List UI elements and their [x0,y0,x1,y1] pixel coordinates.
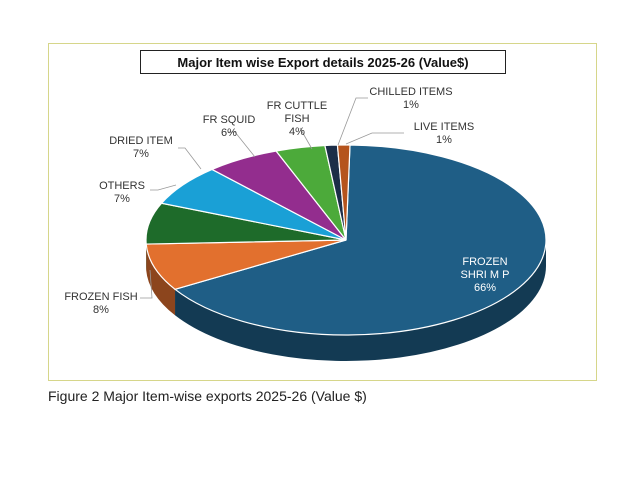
label-frozen-fish: FROZEN FISH 8% [60,291,142,317]
label-frozen-shrimp-name: FROZEN SHRI M P [460,256,510,281]
chart-title: Major Item wise Export details 2025-26 (… [140,50,506,74]
label-dried-item-name: DRIED ITEM [109,135,173,147]
leader-line-6 [140,269,153,299]
leader-line-5 [345,132,404,145]
leader-line-2 [228,131,256,158]
label-chilled-items-value: 1% [403,99,419,111]
label-chilled-items-name: CHILLED ITEMS [369,86,453,98]
label-frozen-fish-value: 8% [93,304,109,316]
leader-line-4 [337,97,368,146]
pie-slice-7 [336,144,351,241]
leader-line-0 [150,184,177,191]
label-dried-item-value: 7% [133,148,149,160]
label-fr-squid: FR SQUID 6% [196,114,262,140]
label-fr-cuttle-fish-name: FR CUTTLE FISH [266,100,328,125]
label-live-items-name: LIVE ITEMS [413,121,475,133]
label-live-items: LIVE ITEMS 1% [396,121,492,147]
figure-caption: Figure 2 Major Item-wise exports 2025-26… [48,388,367,404]
label-dried-item: DRIED ITEM 7% [100,135,182,161]
label-frozen-shrimp: FROZEN SHRI M P 66% [440,256,530,295]
label-others-value: 7% [114,193,130,205]
label-fr-cuttle-fish-value: 4% [289,126,305,138]
pie-slice-1 [145,239,347,290]
label-chilled-items: CHILLED ITEMS 1% [356,86,466,112]
label-others: OTHERS 7% [92,180,152,206]
label-live-items-value: 1% [436,134,452,146]
leader-line-3 [299,127,313,150]
pie-side-0 [175,240,546,361]
label-frozen-fish-name: FROZEN FISH [64,291,138,303]
label-fr-squid-name: FR SQUID [202,114,256,126]
pie-side-1 [146,244,176,316]
pie-slice-0 [173,144,547,336]
label-fr-squid-value: 6% [221,127,237,139]
label-frozen-shrimp-value: 66% [473,282,497,294]
label-others-name: OTHERS [99,180,145,192]
label-fr-cuttle-fish: FR CUTTLE FISH 4% [262,100,332,139]
chart-title-text: Major Item wise Export details 2025-26 (… [177,54,469,70]
leader-line-1 [178,147,202,170]
